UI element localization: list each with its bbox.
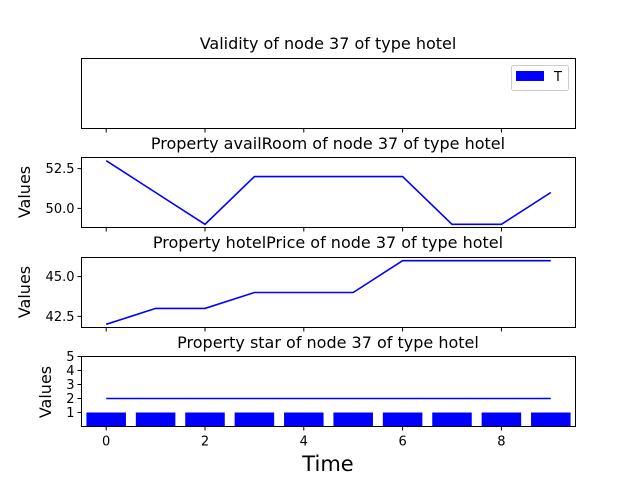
availroom-y-ticks: 50.0 52.5 (46, 162, 82, 217)
bar (531, 412, 571, 427)
star-y-label: Values (36, 366, 55, 418)
hotelprice-line (105, 259, 551, 326)
bar (234, 412, 275, 427)
validity-title: Validity of node 37 of type hotel (200, 34, 457, 53)
y-tick-label: 50.0 (46, 202, 75, 217)
x-tick-label: 6 (398, 435, 406, 450)
bar (86, 412, 126, 427)
star-title: Property star of node 37 of type hotel (177, 333, 479, 352)
hotelprice-x-ticks (105, 327, 502, 332)
x-tick-label: 2 (201, 435, 209, 450)
x-axis-label: Time (301, 452, 353, 476)
bar (284, 412, 324, 427)
hotelprice-title: Property hotelPrice of node 37 of type h… (153, 233, 503, 252)
availroom-title: Property availRoom of node 37 of type ho… (151, 134, 505, 153)
y-tick-label: 42.5 (46, 310, 75, 325)
y-tick-label: 3 (66, 378, 74, 393)
bar (333, 412, 373, 427)
validity-legend: T (511, 65, 569, 91)
validity-panel: Validity of node 37 of type hotel T (81, 34, 576, 133)
hotelprice-y-label: Values (15, 266, 34, 318)
y-tick-label: 52.5 (46, 162, 75, 177)
bar (185, 412, 225, 427)
y-tick-label: 5 (66, 350, 74, 365)
hotelprice-y-ticks: 42.5 45.0 (46, 270, 82, 325)
hotelprice-panel: Property hotelPrice of node 37 of type h… (15, 233, 576, 332)
availroom-line (105, 160, 552, 226)
availroom-axes-frame (81, 157, 576, 228)
star-axes-frame (81, 356, 576, 427)
bar (135, 412, 176, 427)
x-tick-label: 8 (497, 435, 505, 450)
y-tick-label: 45.0 (46, 270, 75, 285)
x-tick-label: 0 (102, 435, 110, 450)
star-bars (86, 412, 571, 427)
y-tick-label: 1 (66, 406, 74, 421)
legend-label-t: T (553, 70, 562, 85)
bar (481, 412, 522, 427)
validity-x-ticks (105, 128, 502, 133)
legend-swatch-t (516, 71, 544, 81)
availroom-x-ticks (105, 227, 502, 232)
bar (382, 412, 423, 427)
y-tick-label: 2 (66, 392, 74, 407)
hotelprice-axes-frame (81, 257, 576, 328)
availroom-panel: Property availRoom of node 37 of type ho… (15, 134, 576, 232)
validity-axes-frame (81, 58, 576, 129)
star-panel: Property star of node 37 of type hotel 1… (36, 333, 576, 476)
x-tick-label: 4 (300, 435, 308, 450)
y-tick-label: 4 (66, 364, 74, 379)
star-x-ticks: 0 2 4 6 8 (102, 426, 506, 450)
bar (432, 412, 472, 427)
availroom-y-label: Values (15, 166, 34, 218)
